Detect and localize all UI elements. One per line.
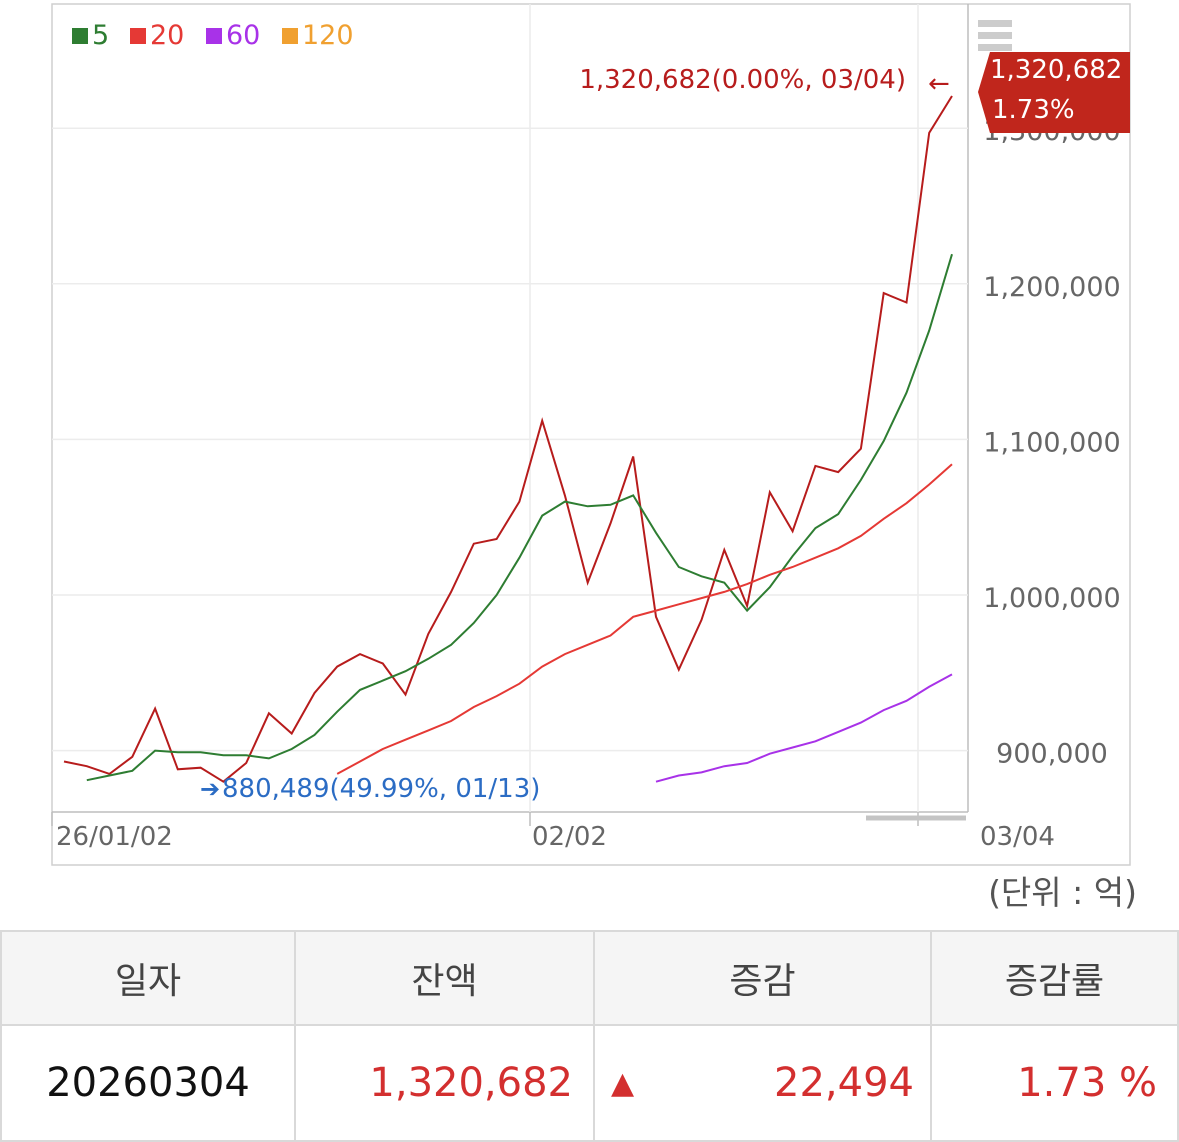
- header-date: 일자: [0, 930, 296, 1026]
- current-rate-text: 1.73%: [992, 95, 1075, 125]
- legend-label-20: 20: [150, 20, 184, 51]
- max-annotation: 1,320,682(0.00%, 03/04): [579, 65, 906, 95]
- max-arrow-icon: ←: [928, 69, 950, 99]
- legend-label-5: 5: [92, 20, 109, 51]
- table-row: 20260304 1,320,682 ▲ 22,494 1.73 %: [0, 1024, 1179, 1142]
- legend-label-60: 60: [226, 20, 260, 51]
- legend-swatch-5: [72, 28, 88, 44]
- legend-label-120: 120: [302, 20, 354, 51]
- y-tick-label: 900,000: [996, 739, 1108, 770]
- cell-rate: 1.73 %: [930, 1024, 1179, 1142]
- series-line-3: [655, 673, 953, 783]
- x-tick-label: 02/02: [532, 822, 607, 852]
- x-tick-label: 03/04: [980, 822, 1055, 852]
- menu-icon: [978, 44, 1012, 51]
- cell-balance: 1,320,682: [294, 1024, 595, 1142]
- unit-label: (단위 : 억): [988, 873, 1137, 912]
- balance-table: 일자 잔액 증감 증감률 20260304 1,320,682 ▲ 22,494…: [0, 930, 1179, 1142]
- min-arrow-icon: ➔: [200, 775, 220, 803]
- legend-swatch-20: [130, 28, 146, 44]
- series-line-0: [63, 95, 953, 783]
- table-header-row: 일자 잔액 증감 증감률: [0, 930, 1179, 1026]
- series-line-1: [86, 253, 953, 782]
- chart-container: 900,0001,000,0001,100,0001,200,0001,300,…: [51, 3, 1131, 866]
- current-value-badge: [978, 52, 1130, 133]
- menu-icon: [978, 20, 1012, 27]
- cell-change-value: 22,494: [774, 1060, 914, 1106]
- legend-swatch-120: [282, 28, 298, 44]
- series-line-2: [336, 463, 953, 775]
- header-rate: 증감률: [930, 930, 1179, 1026]
- chart-frame: [51, 3, 1131, 866]
- y-tick-label: 1,100,000: [983, 427, 1120, 458]
- up-triangle-icon: ▲: [611, 1065, 635, 1101]
- header-balance: 잔액: [294, 930, 595, 1026]
- x-tick-label: 26/01/02: [56, 822, 173, 852]
- legend-swatch-60: [206, 28, 222, 44]
- y-tick-label: 1,000,000: [983, 583, 1120, 614]
- header-change: 증감: [593, 930, 932, 1026]
- cell-change: ▲ 22,494: [593, 1024, 932, 1142]
- current-value-text: 1,320,682: [990, 55, 1122, 85]
- min-annotation: 880,489(49.99%, 01/13): [222, 774, 540, 804]
- cell-date: 20260304: [0, 1024, 296, 1142]
- menu-icon: [978, 32, 1012, 39]
- y-tick-label: 1,200,000: [983, 272, 1120, 303]
- line-chart: 900,0001,000,0001,100,0001,200,0001,300,…: [51, 3, 1131, 866]
